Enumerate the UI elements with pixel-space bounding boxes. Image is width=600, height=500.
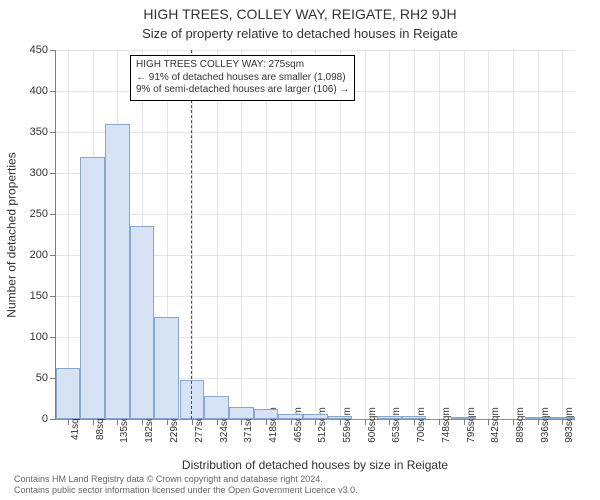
gridline-v [562,50,563,419]
histogram-bar [105,124,130,419]
histogram-bar [328,416,353,419]
y-tick-label: 250 [30,208,48,220]
gridline-v [217,50,218,419]
y-tick [50,132,56,133]
histogram-bar [303,414,328,419]
histogram-bar [229,407,254,419]
gridline-v [389,50,390,419]
y-axis-title: Number of detached properties [5,50,19,420]
x-tick-label: 559sqm [340,407,353,443]
y-tick-label: 100 [30,331,48,343]
histogram-bar [154,317,179,420]
y-tick [50,255,56,256]
footnote-line-1: Contains HM Land Registry data © Crown c… [14,474,358,485]
x-tick-label: 465sqm [291,407,304,443]
histogram-bar [80,157,105,419]
gridline-v [365,50,366,419]
histogram-bar [550,417,575,419]
y-tick-label: 50 [36,372,48,384]
histogram-bar [377,416,402,419]
y-tick-label: 450 [30,44,48,56]
x-tick-label: 983sqm [562,407,575,443]
annotation-line: HIGH TREES COLLEY WAY: 275sqm [136,59,349,72]
x-axis-title: Distribution of detached houses by size … [55,458,575,472]
y-tick [50,337,56,338]
y-tick-label: 400 [30,85,48,97]
x-tick-label: 653sqm [389,407,402,443]
histogram-bar [56,368,81,419]
gridline-v [513,50,514,419]
y-tick-label: 300 [30,167,48,179]
x-tick-label: 606sqm [365,407,378,443]
chart-canvas: HIGH TREES, COLLEY WAY, REIGATE, RH2 9JH… [0,0,600,500]
gridline-v [340,50,341,419]
chart-title-main: HIGH TREES, COLLEY WAY, REIGATE, RH2 9JH [0,6,600,22]
y-tick-label: 200 [30,249,48,261]
y-axis-title-text: Number of detached properties [5,152,19,317]
y-tick-label: 350 [30,126,48,138]
histogram-bar [254,409,279,419]
y-tick [50,173,56,174]
footnote: Contains HM Land Registry data © Crown c… [14,474,358,496]
annotation-box: HIGH TREES COLLEY WAY: 275sqm← 91% of de… [130,55,355,101]
gridline-v [538,50,539,419]
gridline-v [291,50,292,419]
gridline-v [266,50,267,419]
plot-area: 05010015020025030035040045041sqm88sqm135… [55,50,575,420]
gridline-v [192,50,193,419]
y-tick [50,419,56,420]
gridline-v [464,50,465,419]
histogram-bar [278,414,303,419]
y-tick [50,50,56,51]
histogram-bar [402,416,427,419]
histogram-bar [180,380,205,419]
x-tick-label: 936sqm [538,407,551,443]
x-tick-label: 889sqm [513,407,526,443]
gridline-v [315,50,316,419]
gridline-v [68,50,69,419]
x-tick-label: 700sqm [414,407,427,443]
y-tick-label: 150 [30,290,48,302]
x-tick-label: 748sqm [439,407,452,443]
histogram-bar [204,396,229,419]
annotation-line: 9% of semi-detached houses are larger (1… [136,84,349,97]
x-tick-label: 512sqm [315,407,328,443]
reference-line [191,50,192,419]
x-tick-label: 842sqm [488,407,501,443]
gridline-v [414,50,415,419]
y-tick-label: 0 [42,413,48,425]
histogram-bar [525,417,550,419]
y-tick [50,214,56,215]
gridline-v [488,50,489,419]
footnote-line-2: Contains public sector information licen… [14,485,358,496]
y-tick [50,91,56,92]
gridline-v [241,50,242,419]
histogram-bar [451,417,476,419]
annotation-line: ← 91% of detached houses are smaller (1,… [136,72,349,85]
x-tick-label: 795sqm [464,407,477,443]
y-tick [50,296,56,297]
gridline-v [439,50,440,419]
chart-title-sub: Size of property relative to detached ho… [0,26,600,41]
histogram-bar [130,226,155,419]
